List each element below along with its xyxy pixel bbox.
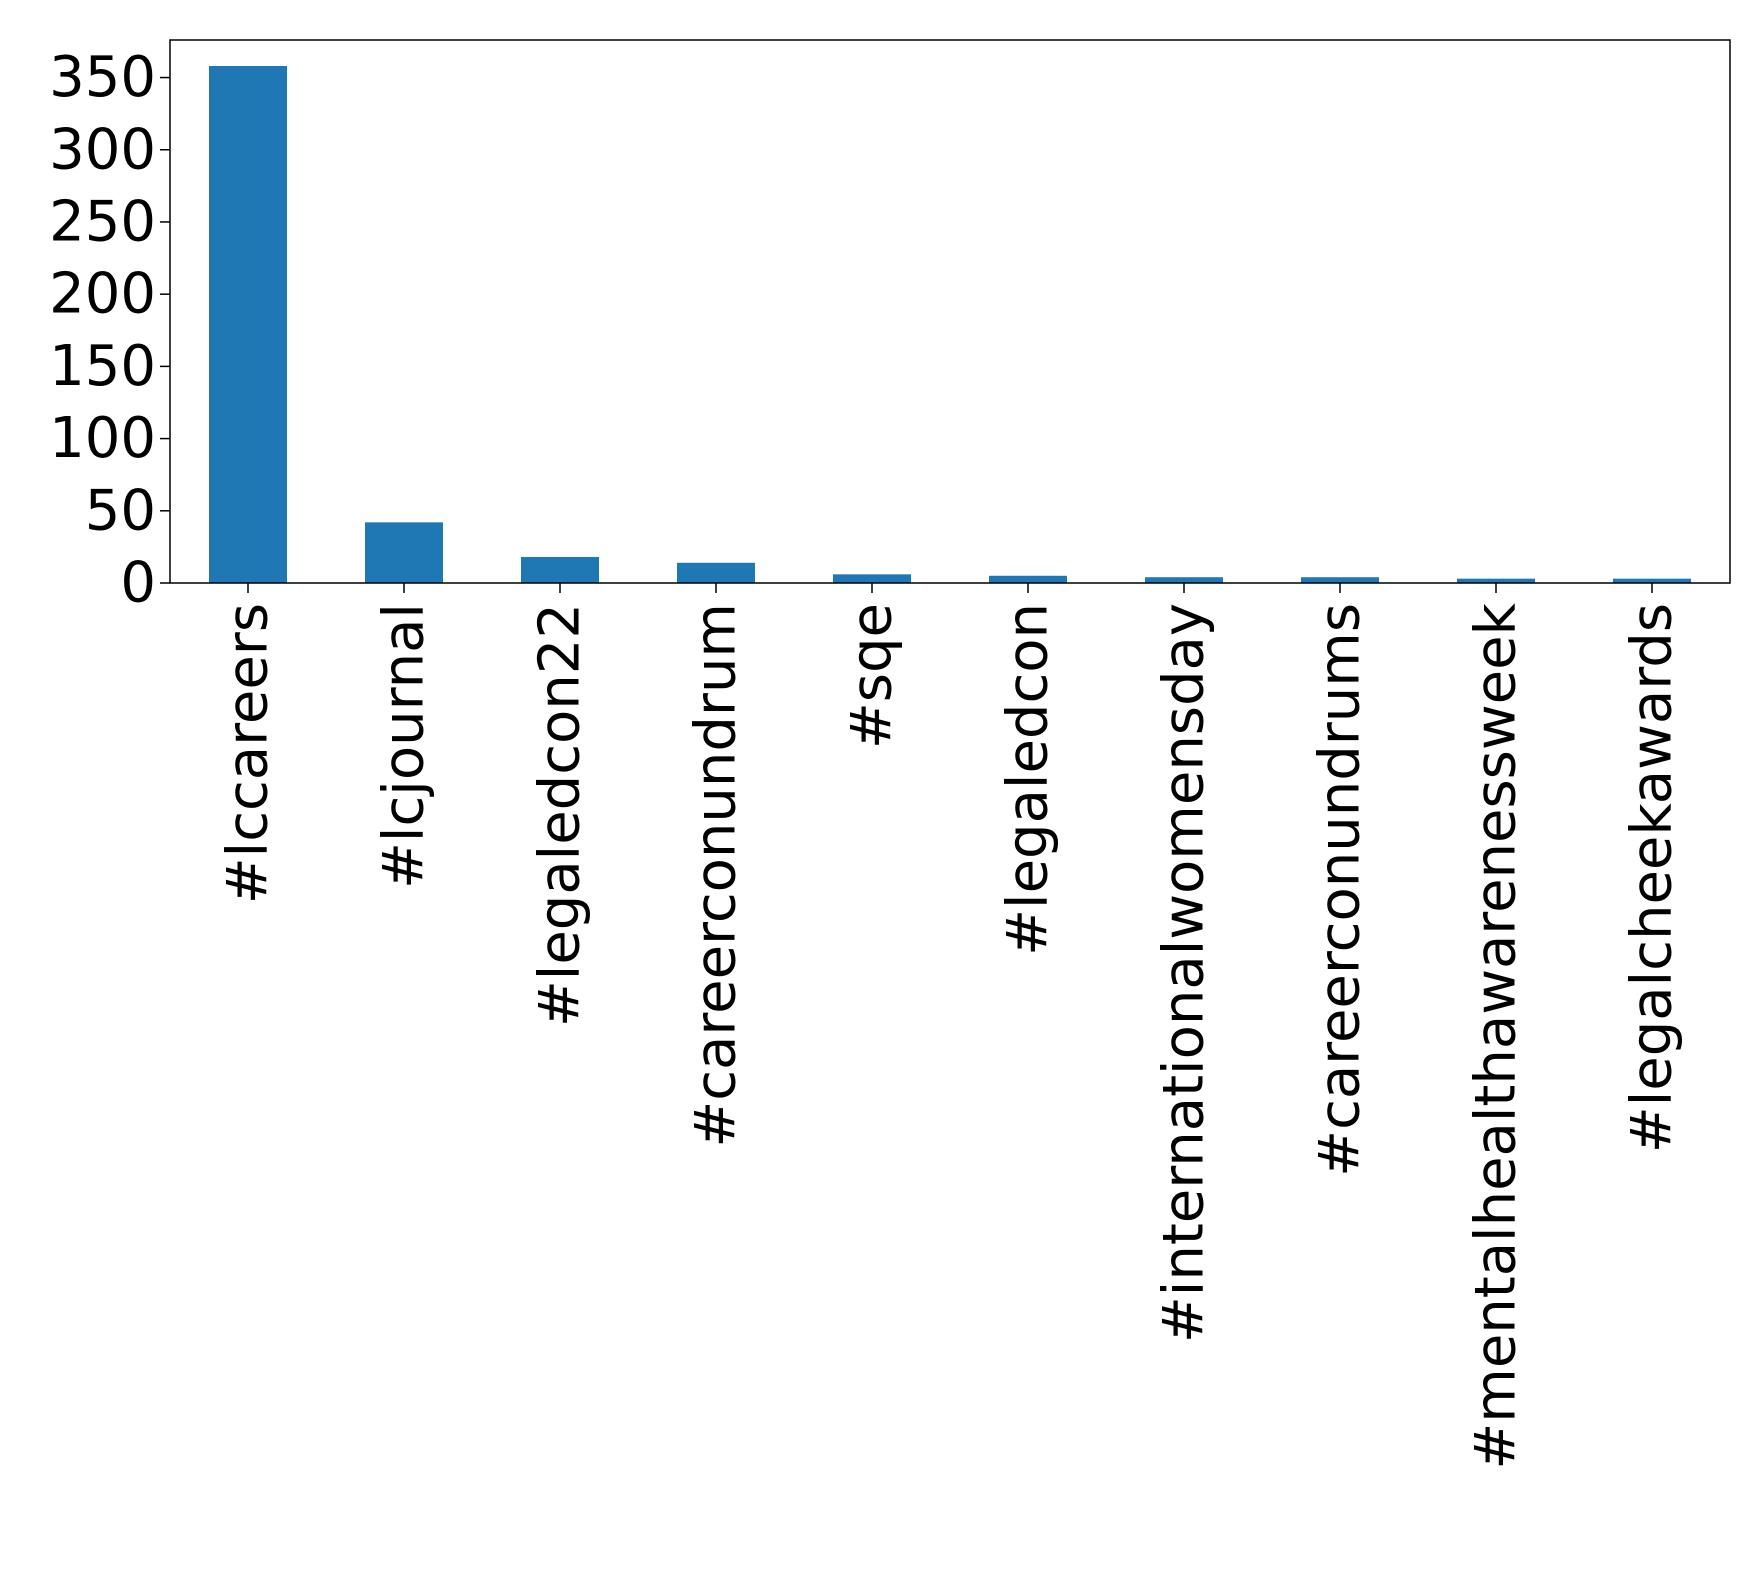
bar-legaledcon22 <box>521 557 599 583</box>
bars <box>209 65 1691 583</box>
y-tick-label: 300 <box>49 117 156 182</box>
y-tick-label: 150 <box>49 334 156 399</box>
x-tick-label: #lcjournal <box>372 603 437 889</box>
x-tick-label: #mentalhealthawarenessweek <box>1464 602 1529 1469</box>
x-tick-label: #legaledcon22 <box>528 603 593 1027</box>
y-tick-label: 350 <box>49 45 156 110</box>
x-axis: #lccareers #lcjournal #legaledcon22 #career… <box>216 583 1685 1470</box>
bar-lccareers <box>209 65 287 583</box>
x-tick-label: #careerconundrums <box>1308 603 1373 1177</box>
y-tick-label: 50 <box>85 478 156 543</box>
bar-sqe <box>833 574 911 583</box>
bar-lcjournal <box>365 522 443 583</box>
x-tick-label: #lccareers <box>216 603 281 904</box>
x-tick-label: #sqe <box>840 603 905 749</box>
y-axis: 0 50 100 150 200 250 300 350 <box>49 45 170 616</box>
y-tick-label: 250 <box>49 189 156 254</box>
y-tick-label: 0 <box>120 551 156 616</box>
y-tick-label: 100 <box>49 406 156 471</box>
bar-careerconundrum <box>677 562 755 583</box>
x-tick-label: #internationalwomensday <box>1152 603 1217 1343</box>
bar-legaledcon <box>989 575 1067 583</box>
bar-internationalwomensday <box>1145 577 1223 583</box>
x-tick-label: #legalcheekawards <box>1620 603 1685 1153</box>
y-tick-label: 200 <box>49 262 156 327</box>
bar-legalcheekawards <box>1613 578 1691 583</box>
plot-frame <box>169 39 1731 584</box>
x-tick-label: #careerconundrum <box>684 603 749 1148</box>
bar-careerconundrums <box>1301 577 1379 583</box>
bar-mentalhealthawarenessweek <box>1457 578 1535 583</box>
x-tick-label: #legaledcon <box>996 603 1061 956</box>
